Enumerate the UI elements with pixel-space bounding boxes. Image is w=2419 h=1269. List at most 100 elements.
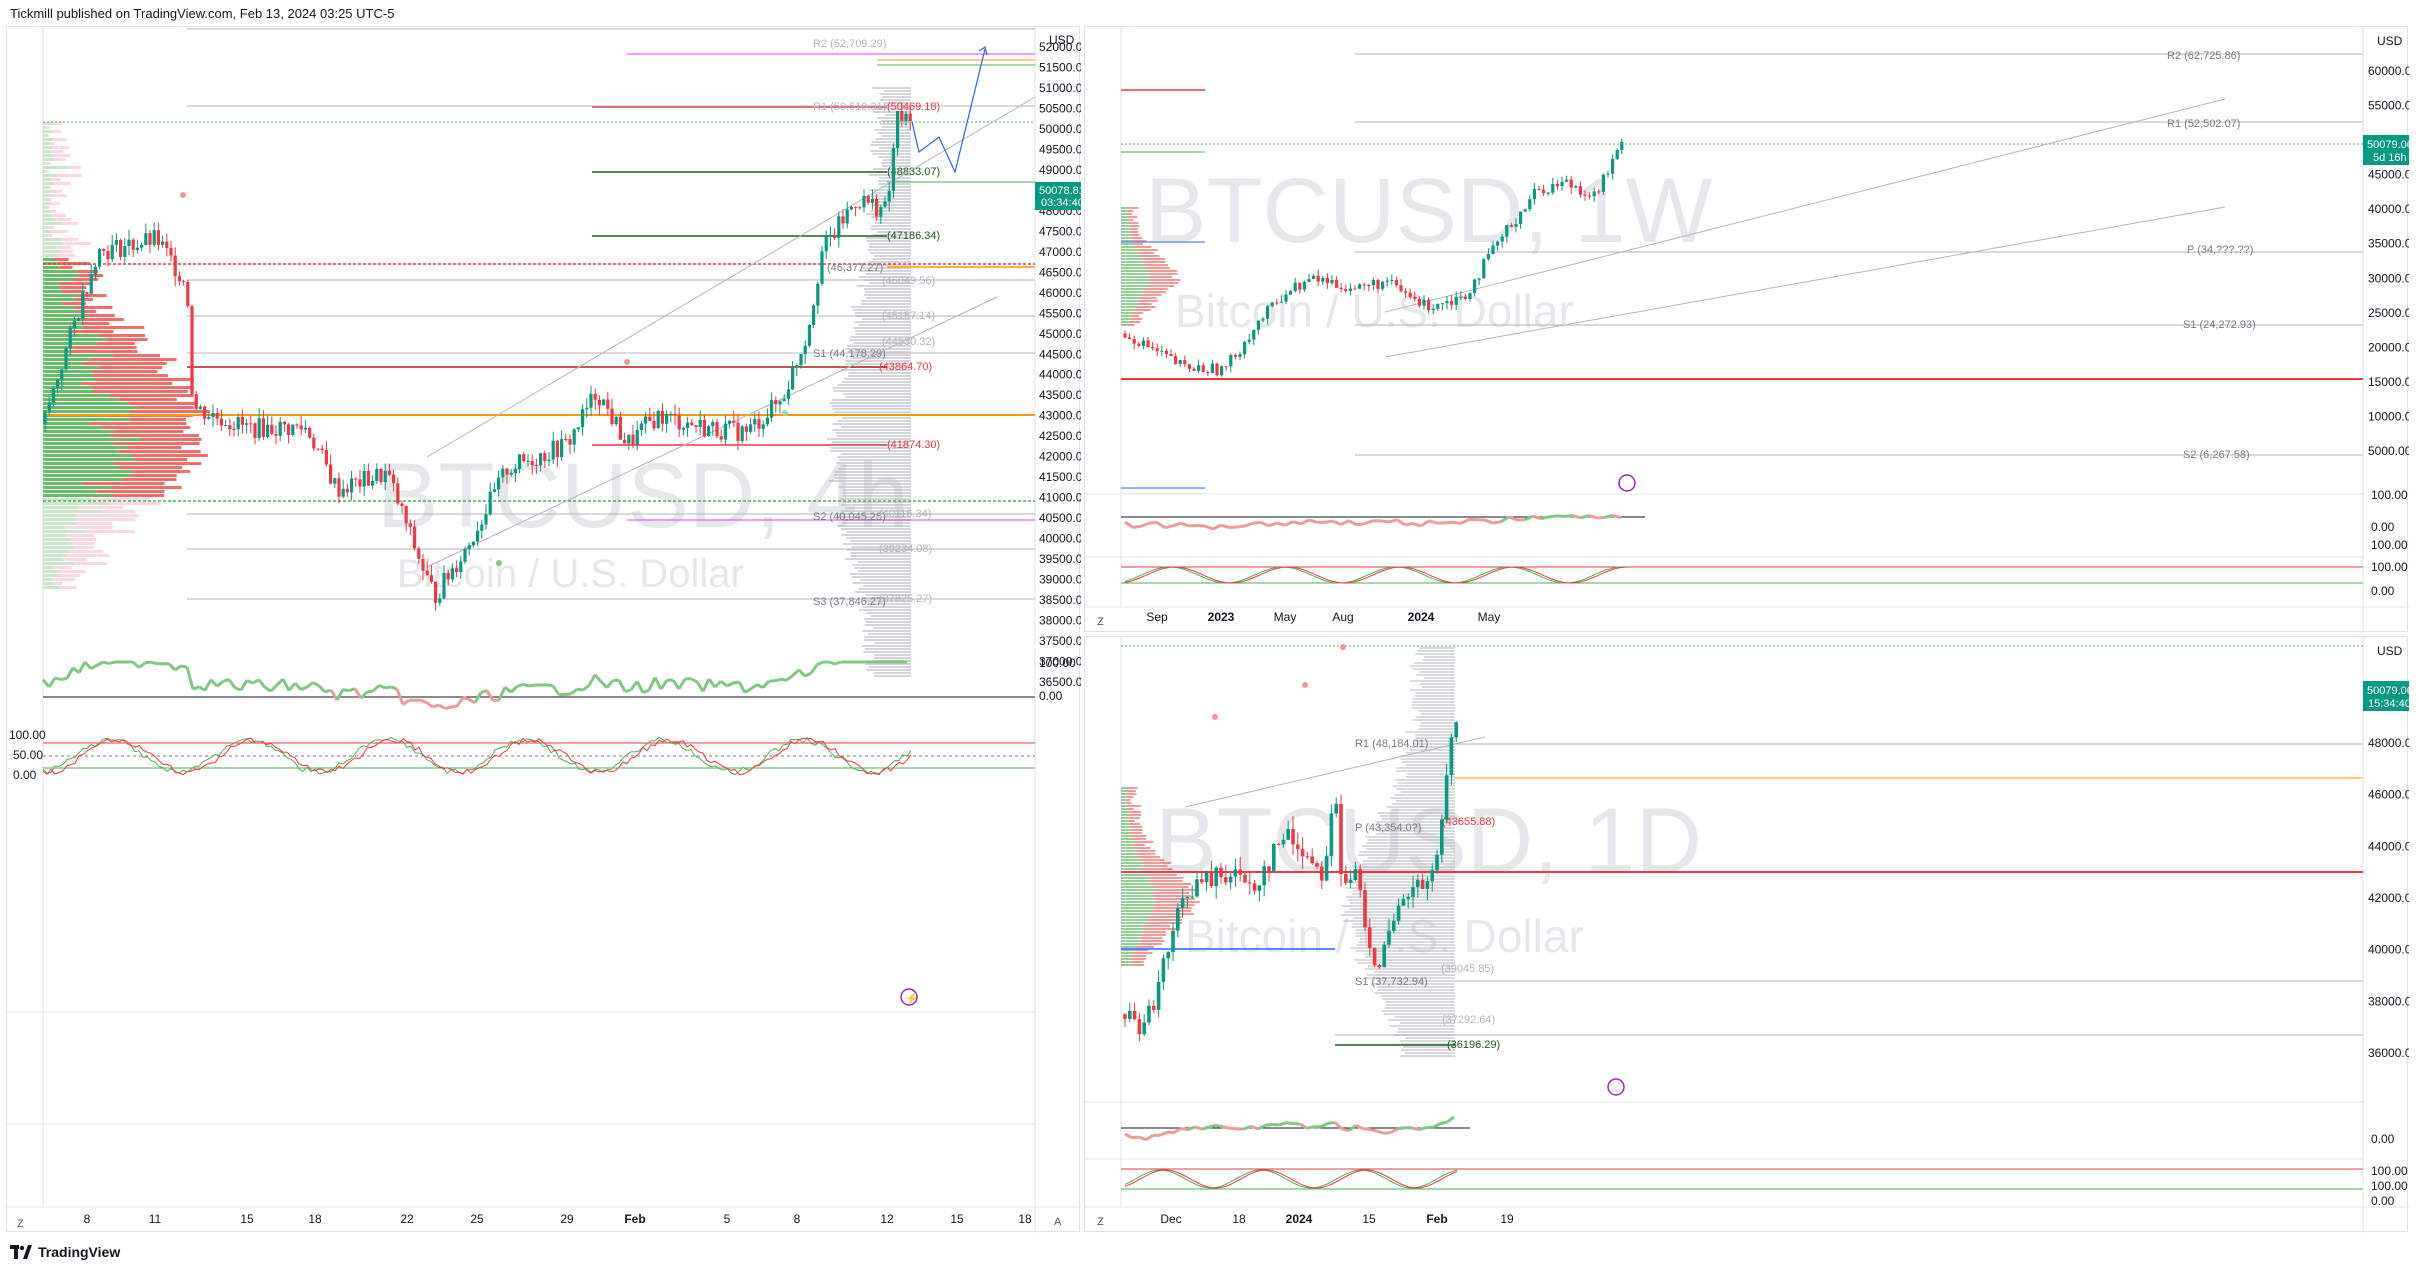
time-tick: 18: [1232, 1212, 1246, 1226]
profile-bar-up: [43, 562, 75, 565]
lightning-icon[interactable]: [900, 988, 918, 1006]
rsi-segment: [816, 660, 824, 667]
candle-body: [1532, 188, 1536, 200]
candle-body: [1310, 856, 1314, 864]
candle-body: [1243, 341, 1247, 355]
lightning-icon-1d[interactable]: [1607, 1078, 1625, 1096]
candle-body: [1324, 855, 1329, 881]
profile-bar-up: [43, 554, 68, 557]
z-button-1d[interactable]: Z: [1097, 1216, 1104, 1228]
rsi-segment: [605, 679, 615, 689]
candle-body: [1449, 737, 1454, 776]
profile-bar-down: [1138, 306, 1156, 308]
weekly-chart-canvas[interactable]: BTCUSD, 1W Bitcoin / U.S. Dollar R2 (62,…: [1085, 27, 2409, 633]
candle-body: [610, 408, 614, 425]
z-button[interactable]: Z: [17, 1218, 24, 1230]
profile-bar-up: [43, 202, 51, 205]
profile-bar-down: [1144, 264, 1169, 266]
osc-segment: [1333, 1121, 1344, 1131]
profile-bar-up: [43, 258, 53, 261]
stoch-d-line: [42, 737, 912, 776]
candle-body: [648, 416, 652, 421]
chart-panel-1d[interactable]: BTCUSD, 1D Bitcoin / U.S. Dollar R1 (48,…: [1084, 636, 2409, 1233]
profile-bar-down: [1151, 886, 1189, 888]
candle-body: [1440, 303, 1444, 305]
daily-chart-canvas[interactable]: BTCUSD, 1D Bitcoin / U.S. Dollar R1 (48,…: [1085, 637, 2409, 1233]
right-profile-bar: [852, 576, 911, 578]
price-tick: 10000.00: [2368, 409, 2409, 423]
right-profile-bar: [1419, 725, 1455, 727]
candle-body: [434, 581, 438, 603]
candle-body: [1174, 356, 1178, 364]
candle-body: [639, 423, 643, 431]
candle-body: [329, 464, 333, 484]
candle-body: [1473, 279, 1477, 294]
auto-scale-button[interactable]: A: [1054, 1216, 1062, 1228]
candle-body: [68, 328, 72, 349]
profile-bar-up: [1121, 946, 1136, 948]
candle-body: [1298, 282, 1302, 290]
profile-bar-down: [1148, 922, 1182, 924]
right-profile-bar: [872, 153, 911, 155]
daily-time-scale[interactable]: Dec 18 2024 15 Feb 19: [1160, 1212, 1514, 1226]
price-tick: 50000.00: [1039, 122, 1081, 136]
price-scale[interactable]: 52000.0051500.0051000.0050500.0050000.00…: [9, 40, 1081, 782]
right-profile-bar: [836, 516, 911, 518]
profile-bar-up: [43, 322, 82, 325]
chart-panel-1w[interactable]: BTCUSD, 1W Bitcoin / U.S. Dollar R2 (62,…: [1084, 26, 2409, 633]
weekly-time-scale[interactable]: Sep 2023 May Aug 2024 May: [1146, 610, 1500, 624]
profile-bar-down: [1143, 261, 1166, 263]
profile-bar-up: [43, 198, 48, 201]
z-button-1w[interactable]: Z: [1097, 616, 1104, 628]
osc-segment: [1215, 1123, 1224, 1129]
right-profile-bar: [1411, 704, 1455, 706]
profile-bar-down: [61, 222, 79, 225]
osc-segment: [1124, 1132, 1133, 1140]
candle-body: [698, 419, 702, 427]
candle-body: [459, 561, 463, 573]
profile-bar-up: [43, 394, 110, 397]
candle-body: [60, 369, 64, 380]
profile-bar-up: [1121, 258, 1143, 260]
daily-price-scale[interactable]: 48000.0046000.0044000.0042000.0040000.00…: [2368, 736, 2409, 1208]
candle-body: [93, 266, 97, 275]
rsi-segment: [353, 687, 363, 700]
right-profile-bar: [1383, 1013, 1455, 1015]
right-profile-bar: [860, 303, 911, 305]
profile-bar-down: [1139, 943, 1162, 945]
right-profile-bar: [1374, 827, 1455, 829]
candle-body: [1551, 183, 1555, 193]
level-label: (43864.70): [879, 361, 932, 373]
profile-bar-up: [1121, 880, 1149, 882]
time-tick: 2024: [1286, 1212, 1313, 1226]
candle-body: [803, 345, 807, 355]
candle-body: [1276, 843, 1281, 845]
profile-bar-down: [110, 434, 199, 437]
candle-body: [312, 437, 316, 449]
profile-bar-up: [1121, 916, 1149, 918]
candle-body: [833, 234, 837, 238]
chart-panel-4h[interactable]: BTCUSD, 4h Bitcoin / U.S. Dollar R2 (52,…: [6, 26, 1081, 1233]
lightning-icon-1w[interactable]: [1618, 474, 1636, 492]
time-scale[interactable]: 8 11 15 18 22 25 29 Feb 5 8 12 15 18: [84, 1212, 1032, 1226]
stoch-tick: 0.00: [13, 768, 37, 782]
profile-bar-up: [43, 494, 113, 497]
right-profile-bar: [1387, 806, 1455, 808]
candle-body: [404, 506, 408, 524]
osc-segment: [1508, 515, 1518, 522]
candle-body: [1243, 874, 1247, 883]
candle-body: [1413, 296, 1417, 299]
level-label: (50469.18): [887, 101, 940, 113]
right-profile-bar: [832, 423, 911, 425]
candle-body: [1209, 872, 1214, 887]
candle-body: [291, 424, 295, 435]
right-profile-bar: [847, 345, 911, 347]
tradingview-logo[interactable]: TradingView: [10, 1244, 120, 1260]
main-chart-canvas[interactable]: BTCUSD, 4h Bitcoin / U.S. Dollar R2 (52,…: [7, 27, 1081, 1233]
profile-bar-down: [1135, 946, 1155, 948]
watermark-name: Bitcoin / U.S. Dollar: [397, 552, 744, 596]
right-profile-bar: [1380, 815, 1455, 817]
right-profile-bar: [864, 648, 911, 650]
profile-bar-up: [43, 442, 114, 445]
profile-bar-down: [113, 442, 200, 445]
